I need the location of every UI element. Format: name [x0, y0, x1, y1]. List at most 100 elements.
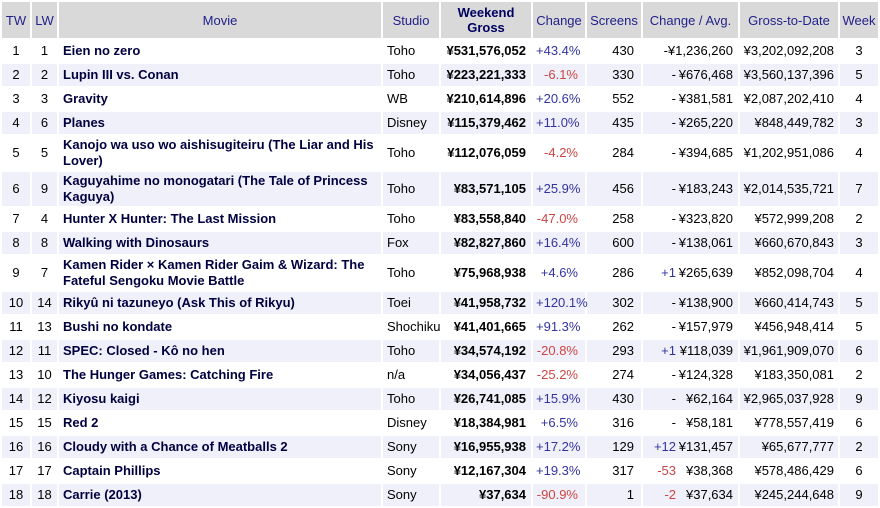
last-week-rank: 14 [32, 292, 57, 314]
table-row: 8 8 Walking with Dinosaurs Fox ¥82,827,8… [2, 232, 878, 254]
screens-count: 430 [587, 40, 641, 62]
table-row: 18 18 Carrie (2013) Sony ¥37,634 -90.9% … [2, 484, 878, 506]
movie-title-link[interactable]: Kiyosu kaigi [59, 388, 381, 410]
movie-title-link[interactable]: Gravity [59, 88, 381, 110]
screens-change-value: -2 [664, 487, 676, 502]
studio-name: Toho [383, 256, 439, 290]
movie-title-link[interactable]: Rikyû ni tazuneyo (Ask This of Rikyu) [59, 292, 381, 314]
this-week-rank: 18 [2, 484, 30, 506]
gross-to-date-value: ¥1,961,909,070 [740, 340, 838, 362]
weekend-change-percent: +16.4% [533, 232, 585, 254]
this-week-rank: 2 [2, 64, 30, 86]
screens-count: 262 [587, 316, 641, 338]
week-number: 6 [840, 412, 878, 434]
table-row: 16 16 Cloudy with a Chance of Meatballs … [2, 436, 878, 458]
screens-change-value: - [671, 181, 676, 196]
movie-title-link[interactable]: Planes [59, 112, 381, 134]
last-week-rank: 8 [32, 232, 57, 254]
week-number: 6 [840, 340, 878, 362]
this-week-rank: 8 [2, 232, 30, 254]
studio-name: Toho [383, 208, 439, 230]
table-row: 3 3 Gravity WB ¥210,614,896 +20.6% 552 -… [2, 88, 878, 110]
screens-change-and-average-cell: - ¥138,061 [643, 232, 738, 254]
screens-change-value: - [671, 235, 676, 250]
movie-title-link[interactable]: Kamen Rider × Kamen Rider Gaim & Wizard:… [59, 256, 381, 290]
per-screen-average-value: ¥183,243 [678, 181, 733, 196]
this-week-rank: 17 [2, 460, 30, 482]
last-week-rank: 11 [32, 340, 57, 362]
weekend-gross-value: ¥41,958,732 [441, 292, 531, 314]
movie-title-link[interactable]: Hunter X Hunter: The Last Mission [59, 208, 381, 230]
weekend-change-percent: +120.1% [533, 292, 588, 314]
movie-title-link[interactable]: Kanojo wa uso wo aishisugiteiru (The Lia… [59, 136, 381, 170]
screens-count: 129 [587, 436, 641, 458]
gross-to-date-value: ¥65,677,777 [740, 436, 838, 458]
table-row: 13 10 The Hunger Games: Catching Fire n/… [2, 364, 878, 386]
weekend-change-percent: -47.0% [533, 208, 585, 230]
week-number: 9 [840, 388, 878, 410]
screens-change-value: - [671, 67, 676, 82]
screens-change-and-average-cell: - ¥394,685 [643, 136, 738, 170]
table-row: 11 13 Bushi no kondate Shochiku ¥41,401,… [2, 316, 878, 338]
week-number: 2 [840, 208, 878, 230]
movie-title-link[interactable]: Walking with Dinosaurs [59, 232, 381, 254]
weekend-change-percent: +6.5% [533, 412, 585, 434]
studio-name: Sony [383, 484, 439, 506]
table-row: 14 12 Kiyosu kaigi Toho ¥26,741,085 +15.… [2, 388, 878, 410]
per-screen-average-value: ¥62,164 [686, 391, 733, 406]
week-number: 3 [840, 232, 878, 254]
gross-to-date-value: ¥456,948,414 [740, 316, 838, 338]
movie-title-link[interactable]: Lupin III vs. Conan [59, 64, 381, 86]
week-number: 4 [840, 136, 878, 170]
screens-change-and-average-cell: - ¥381,581 [643, 88, 738, 110]
movie-title-link[interactable]: Red 2 [59, 412, 381, 434]
screens-change-avg-wrap: - ¥138,900 [646, 295, 735, 311]
table-row: 5 5 Kanojo wa uso wo aishisugiteiru (The… [2, 136, 878, 170]
screens-count: 456 [587, 172, 641, 206]
screens-change-value: - [671, 211, 676, 226]
last-week-rank: 18 [32, 484, 57, 506]
col-header-gross-to-date: Gross-to-Date [740, 2, 838, 38]
gross-to-date-value: ¥852,098,704 [740, 256, 838, 290]
movie-title-link[interactable]: Cloudy with a Chance of Meatballs 2 [59, 436, 381, 458]
screens-change-and-average-cell: - ¥62,164 [643, 388, 738, 410]
week-number: 7 [840, 172, 878, 206]
screens-change-avg-wrap: - ¥62,164 [646, 391, 735, 407]
last-week-rank: 17 [32, 460, 57, 482]
screens-change-avg-wrap: +1 ¥118,039 [646, 343, 735, 359]
screens-count: 430 [587, 388, 641, 410]
col-header-screens: Screens [587, 2, 641, 38]
table-row: 2 2 Lupin III vs. Conan Toho ¥223,221,33… [2, 64, 878, 86]
this-week-rank: 15 [2, 412, 30, 434]
per-screen-average-value: ¥676,468 [678, 67, 733, 82]
weekend-gross-value: ¥223,221,333 [441, 64, 531, 86]
weekend-change-percent: +19.3% [533, 460, 585, 482]
per-screen-average-value: ¥131,457 [678, 439, 733, 454]
last-week-rank: 4 [32, 208, 57, 230]
movie-title-link[interactable]: Bushi no kondate [59, 316, 381, 338]
last-week-rank: 15 [32, 412, 57, 434]
weekend-gross-value: ¥41,401,665 [441, 316, 531, 338]
this-week-rank: 7 [2, 208, 30, 230]
screens-change-and-average-cell: - ¥183,243 [643, 172, 738, 206]
movie-title-link[interactable]: The Hunger Games: Catching Fire [59, 364, 381, 386]
screens-change-avg-wrap: - ¥381,581 [646, 91, 735, 107]
movie-title-link[interactable]: Carrie (2013) [59, 484, 381, 506]
weekend-gross-value: ¥37,634 [441, 484, 531, 506]
weekend-gross-value: ¥75,968,938 [441, 256, 531, 290]
table-row: 7 4 Hunter X Hunter: The Last Mission To… [2, 208, 878, 230]
this-week-rank: 9 [2, 256, 30, 290]
movie-title-link[interactable]: Kaguyahime no monogatari (The Tale of Pr… [59, 172, 381, 206]
weekend-gross-value: ¥83,571,105 [441, 172, 531, 206]
weekend-change-percent: +17.2% [533, 436, 585, 458]
table-row: 12 11 SPEC: Closed - Kô no hen Toho ¥34,… [2, 340, 878, 362]
this-week-rank: 14 [2, 388, 30, 410]
movie-title-link[interactable]: Eien no zero [59, 40, 381, 62]
screens-change-value: - [671, 391, 676, 406]
movie-title-link[interactable]: Captain Phillips [59, 460, 381, 482]
this-week-rank: 1 [2, 40, 30, 62]
col-header-weekend-gross: Weekend Gross [441, 2, 531, 38]
last-week-rank: 16 [32, 436, 57, 458]
screens-count: 1 [587, 484, 641, 506]
movie-title-link[interactable]: SPEC: Closed - Kô no hen [59, 340, 381, 362]
